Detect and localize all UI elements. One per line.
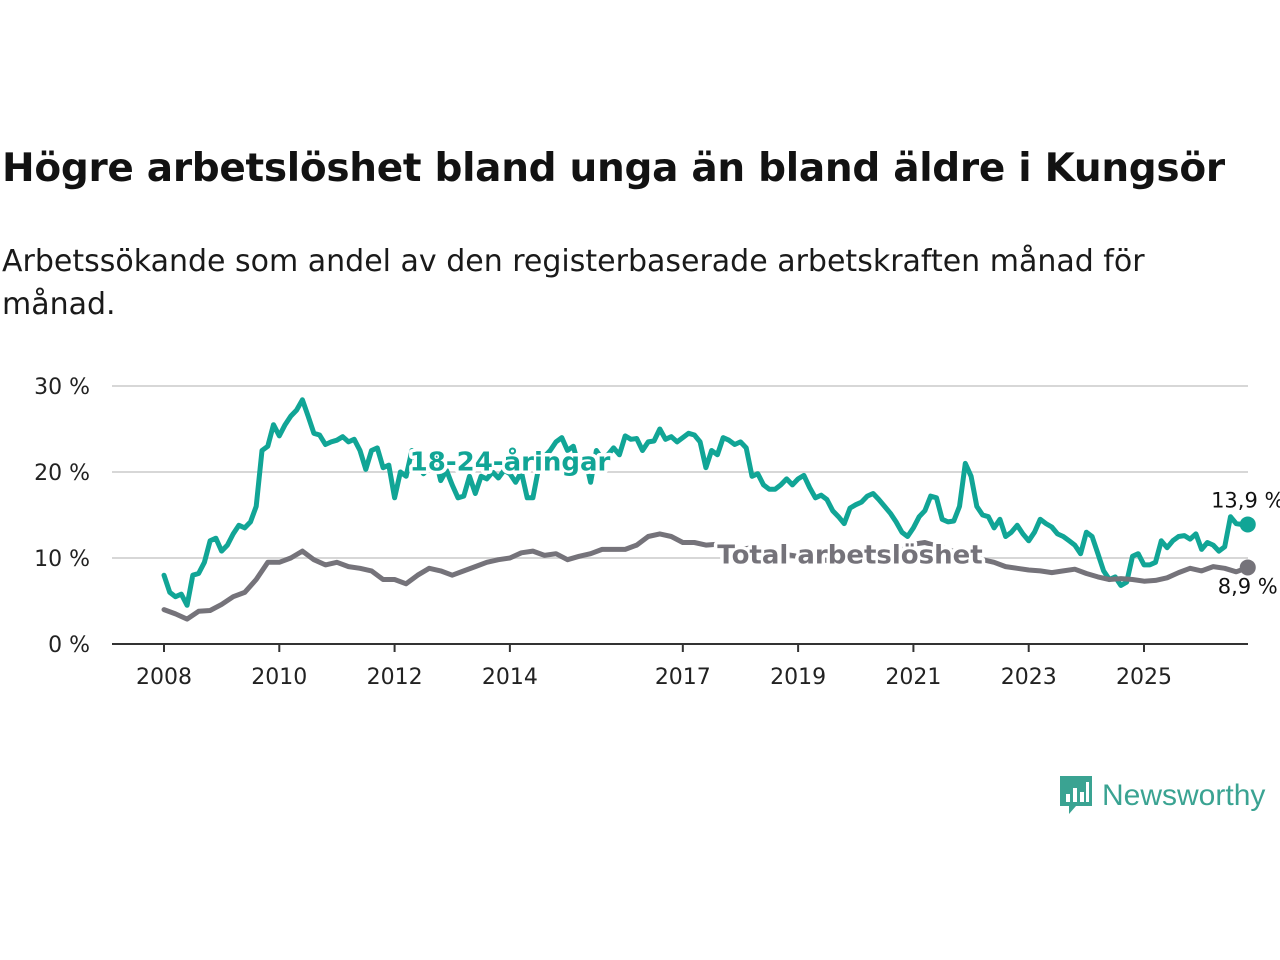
y-tick-label: 10 % — [34, 547, 90, 572]
x-tick-label: 2017 — [655, 665, 711, 690]
x-tick-label: 2021 — [885, 665, 941, 690]
series-end-point — [1239, 559, 1256, 576]
chart-title: Högre arbetslöshet bland unga än bland ä… — [2, 146, 1225, 191]
x-tick-label: 2010 — [251, 665, 307, 690]
x-tick-label: 2012 — [367, 665, 423, 690]
series-end-label: 13,9 % — [1211, 488, 1280, 512]
x-tick-label: 2023 — [1001, 665, 1057, 690]
series-name-halo: 18-24-åringar — [410, 446, 611, 478]
x-tick-label: 2019 — [770, 665, 826, 690]
x-tick-label: 2014 — [482, 665, 538, 690]
series-name-label: Total arbetslöshet — [717, 541, 982, 571]
chart-subtitle: Arbetssökande som andel av den registerb… — [2, 244, 1145, 322]
x-tick-label: 2008 — [136, 665, 192, 690]
series-line-total — [161, 531, 1251, 622]
y-tick-label: 0 % — [48, 633, 90, 658]
series-end-label: 8,9 % — [1218, 574, 1278, 598]
series-line-youth — [161, 397, 1251, 608]
label-layer: 13,9 %8,9 %18-24-åringar18-24-åringarTot… — [406, 442, 1280, 598]
newsworthy-logo-icon — [1060, 776, 1092, 814]
y-tick-label: 20 % — [34, 461, 90, 486]
line-chart: 0 % 10 % 20 % 30 % 2008 2010 2012 2014 2017 2019 2… — [34, 375, 1280, 690]
brand-name: Newsworthy — [1102, 779, 1266, 812]
series-name-halo: Total arbetslöshet — [717, 541, 982, 571]
x-tick-label: 2025 — [1116, 665, 1172, 690]
series-layer — [161, 397, 1256, 622]
series-name-label: 18-24-åringar — [410, 446, 611, 478]
y-tick-label: 30 % — [34, 375, 90, 400]
grid-layer: 0 % 10 % 20 % 30 % 2008 2010 2012 2014 2017 2019 2… — [34, 375, 1248, 690]
series-end-point — [1239, 516, 1256, 533]
newsworthy-brand[interactable]: Newsworthy — [1058, 772, 1265, 820]
